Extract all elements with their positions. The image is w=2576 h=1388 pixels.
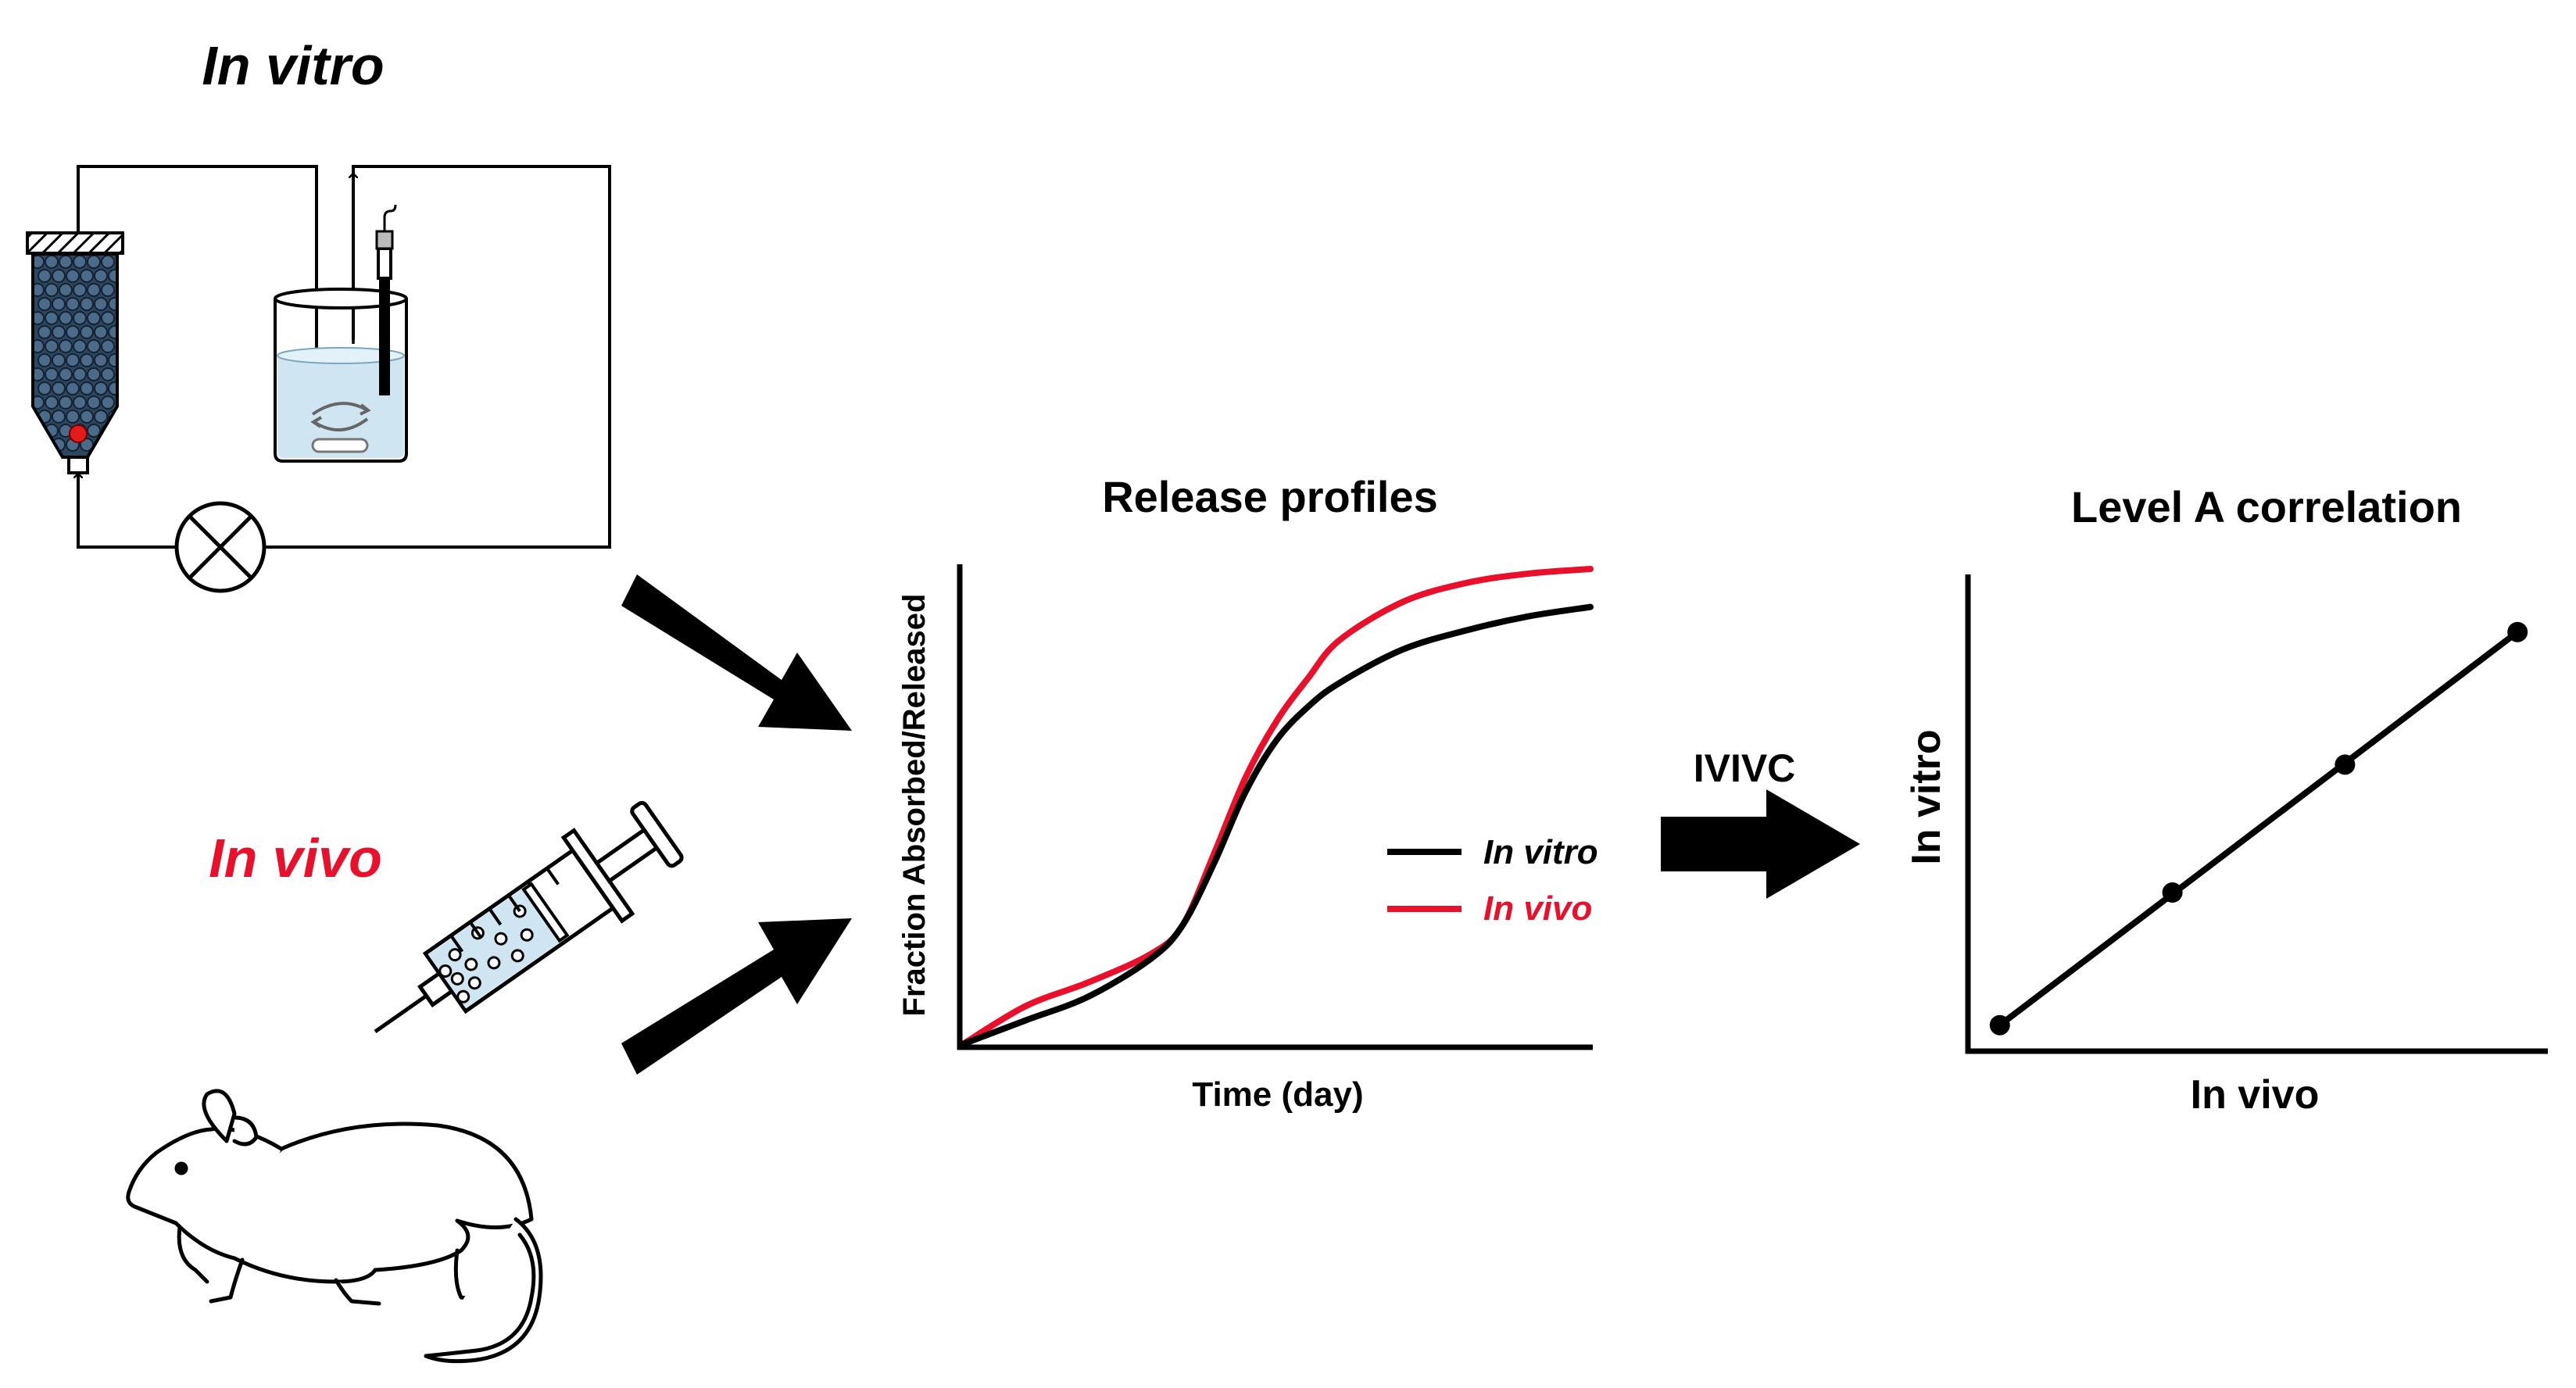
correlation-marks bbox=[1989, 621, 2528, 1036]
data-point bbox=[2334, 754, 2356, 775]
legend-label-in-vivo: In vivo bbox=[1483, 889, 1592, 928]
syringe-icon bbox=[374, 800, 684, 1034]
data-point bbox=[2162, 882, 2183, 903]
in-vitro-label: In vitro bbox=[202, 35, 384, 96]
chart-title: Release profiles bbox=[1102, 472, 1438, 521]
sample-dot bbox=[69, 424, 88, 443]
arrow-icon bbox=[1661, 789, 1860, 899]
data-point bbox=[2507, 621, 2528, 642]
release-profiles-chart: Release profiles Fraction Absorbed/Relea… bbox=[897, 472, 1598, 1114]
probe-icon bbox=[375, 204, 397, 395]
in-vivo-label: In vivo bbox=[209, 828, 382, 889]
chart-title: Level A correlation bbox=[2071, 482, 2462, 531]
legend-label-in-vitro: In vitro bbox=[1483, 833, 1598, 871]
ivivc-label: IVIVC bbox=[1694, 746, 1796, 790]
arrow-icon bbox=[621, 918, 852, 1075]
glass-beads bbox=[33, 254, 117, 457]
y-axis-label: In vitro bbox=[1904, 729, 1949, 864]
y-axis-label: Fraction Absorbed/Released bbox=[897, 594, 932, 1017]
flow-through-column-icon bbox=[26, 231, 124, 474]
x-axis-label: In vivo bbox=[2191, 1072, 2320, 1118]
trendline bbox=[1998, 629, 2520, 1028]
legend: In vitro In vivo bbox=[1387, 833, 1598, 928]
series-lines bbox=[960, 566, 1594, 1047]
series-line-in-vitro bbox=[960, 603, 1594, 1047]
stirrer-icon bbox=[310, 402, 371, 432]
arrow-icon bbox=[621, 574, 852, 731]
x-axis-label: Time (day) bbox=[1192, 1075, 1363, 1114]
dissolution-apparatus bbox=[26, 165, 611, 593]
series-line-in-vivo bbox=[960, 566, 1594, 1047]
correlation-chart: Level A correlation In vitro In vivo bbox=[1904, 482, 2548, 1118]
pump-icon bbox=[174, 501, 267, 593]
beaker-icon bbox=[274, 204, 408, 463]
mouse-icon bbox=[126, 1089, 543, 1364]
data-point bbox=[1989, 1014, 2010, 1036]
